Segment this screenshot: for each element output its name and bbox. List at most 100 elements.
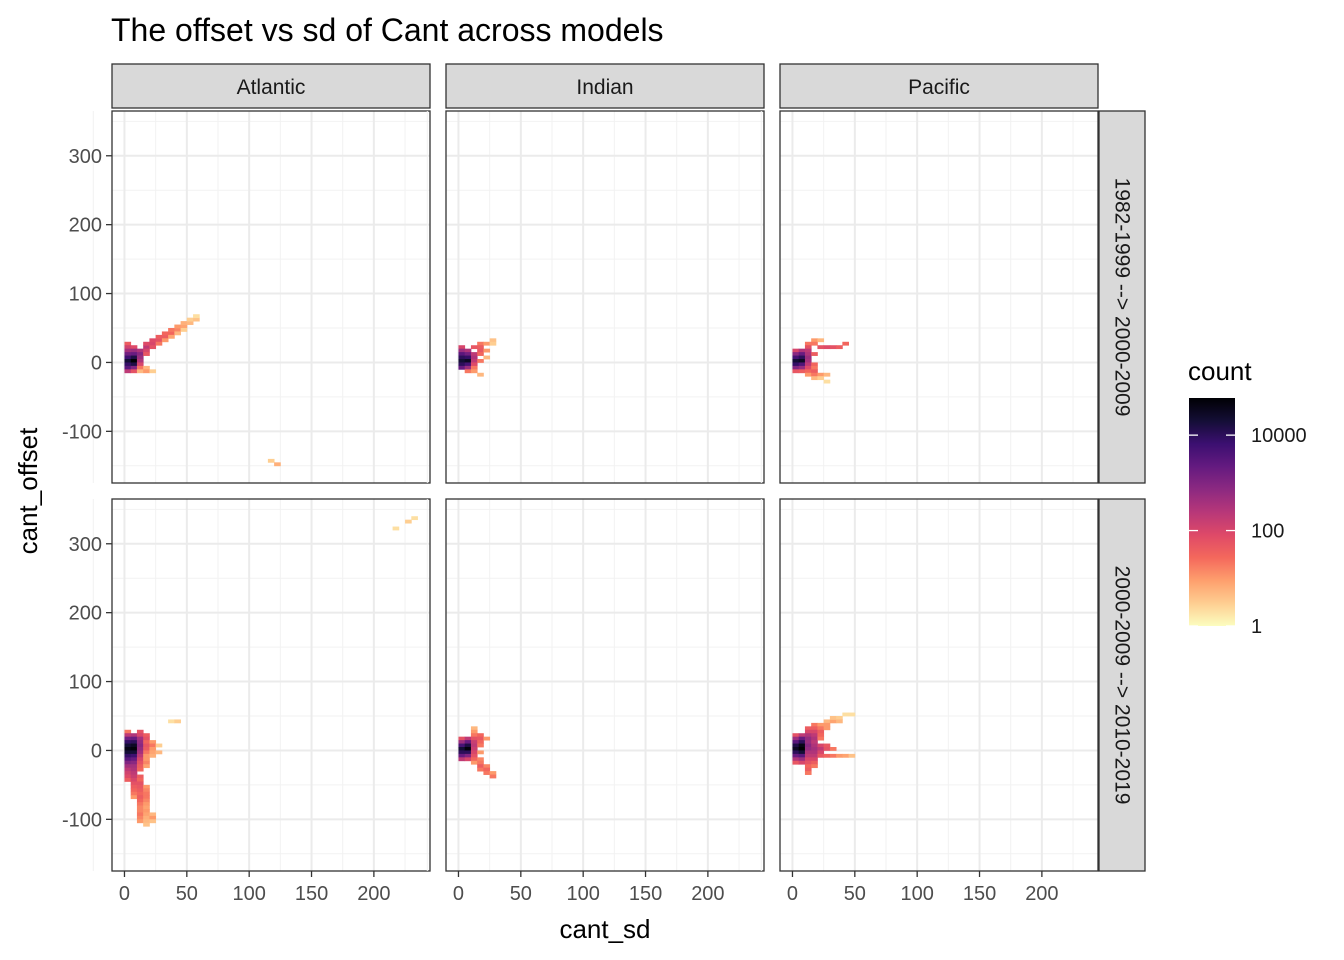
legend-break-label: 1: [1251, 616, 1262, 638]
heatmap-cell: [792, 733, 800, 738]
panel-background: [446, 111, 764, 483]
heatmap-cell: [155, 750, 163, 755]
facet-strip-indian: [445, 63, 765, 109]
heatmap-cell: [792, 362, 800, 367]
heatmap-cell: [136, 362, 144, 367]
legend-title: count: [1188, 356, 1252, 386]
heatmap-cell: [143, 815, 150, 820]
heatmap-cell: [458, 352, 466, 356]
panel-background: [780, 499, 1098, 871]
heatmap-cell: [792, 760, 800, 765]
heatmap-cell: [130, 771, 138, 775]
heatmap-cell: [124, 757, 132, 762]
heatmap-cell: [411, 516, 418, 521]
heatmap-cell: [470, 736, 478, 741]
heatmap-cell: [477, 736, 484, 741]
heatmap-cell: [143, 795, 150, 800]
heatmap-cell: [124, 753, 132, 758]
panel-pacific-row-1: [760, 110, 1099, 484]
panel-border: [779, 110, 1099, 484]
heatmap-cell: [143, 733, 150, 738]
heatmap-cell: [143, 805, 150, 810]
heatmap-cell: [143, 788, 150, 793]
heatmap-cell: [130, 736, 138, 741]
heatmap-cell: [130, 359, 138, 363]
heatmap-cell: [149, 345, 157, 350]
heatmap-cell: [458, 348, 466, 353]
heatmap-cell: [464, 736, 472, 741]
heatmap-cell: [470, 359, 478, 363]
x-tick-label: 100: [566, 883, 599, 905]
heatmap-cell: [149, 341, 157, 346]
heatmap-cell: [477, 345, 484, 350]
facet-strip-row-label: 1982-1999 --> 2000-2009: [1111, 178, 1134, 417]
heatmap-cell: [458, 355, 466, 360]
heatmap-cell: [792, 355, 800, 360]
heatmap-cell: [124, 771, 132, 775]
heatmap-cell: [174, 331, 181, 336]
heatmap-cell: [811, 369, 818, 374]
heatmap-cell: [811, 338, 818, 343]
heatmap-cell: [143, 352, 150, 356]
heatmap-cell: [817, 733, 825, 738]
heatmap-cell: [811, 760, 818, 765]
heatmap-cell: [817, 729, 825, 734]
heatmap-cell: [130, 743, 138, 748]
heatmap-cell: [477, 372, 484, 377]
heatmap-cell: [124, 729, 132, 734]
facet-strip-label: Atlantic: [237, 76, 306, 99]
heatmap-cell: [798, 352, 806, 356]
heatmap-cell: [470, 355, 478, 360]
heatmap-cell: [804, 359, 812, 363]
heatmap-cell: [143, 341, 150, 346]
heatmap-cell: [143, 760, 150, 765]
heatmap-cell: [470, 733, 478, 738]
panel-background: [112, 111, 430, 483]
heatmap-cell: [149, 819, 157, 824]
heatmap-cell: [804, 733, 812, 738]
heatmap-cell: [464, 369, 472, 374]
heatmap-cell: [836, 345, 843, 350]
heatmap-cell: [464, 365, 472, 370]
heatmap-cell: [804, 750, 812, 755]
heatmap-cell: [136, 348, 144, 353]
heatmap-cell: [180, 324, 188, 329]
heatmap-cell: [798, 362, 806, 367]
y-tick-label: 300: [69, 534, 102, 556]
heatmap-cell: [464, 750, 472, 755]
heatmap-cell: [477, 760, 484, 765]
heatmap-cell: [136, 784, 144, 789]
heatmap-cell: [470, 729, 478, 734]
heatmap-cell: [798, 747, 806, 751]
heatmap-cell: [817, 753, 825, 758]
heatmap-cell: [842, 712, 849, 717]
x-tick-label: 50: [510, 883, 532, 905]
heatmap-cell: [848, 712, 856, 717]
heatmap-cell: [136, 747, 144, 751]
heatmap-cell: [149, 747, 157, 751]
heatmap-cell: [124, 362, 132, 367]
heatmap-cell: [174, 328, 181, 332]
heatmap-cell: [817, 722, 825, 727]
heatmap-cell: [130, 750, 138, 755]
heatmap-cell: [823, 753, 831, 758]
heatmap-cell: [458, 365, 466, 370]
heatmap-cell: [143, 750, 150, 755]
heatmap-cell: [130, 764, 138, 769]
y-axis-title: cant_offset: [13, 427, 43, 555]
heatmap-cell: [804, 352, 812, 356]
color-legend: count 1 100 10000: [1188, 356, 1307, 638]
heatmap-cell: [811, 740, 818, 744]
heatmap-cell: [155, 334, 163, 339]
heatmap-cell: [477, 352, 484, 356]
heatmap-cell: [483, 764, 491, 769]
heatmap-cell: [804, 767, 812, 772]
heatmap-cell: [124, 348, 132, 353]
heatmap-cell: [792, 369, 800, 374]
heatmap-cell: [811, 362, 818, 367]
heatmap-cell: [143, 740, 150, 744]
heatmap-cell: [470, 352, 478, 356]
heatmap-cell: [804, 345, 812, 350]
heatmap-cell: [458, 359, 466, 363]
